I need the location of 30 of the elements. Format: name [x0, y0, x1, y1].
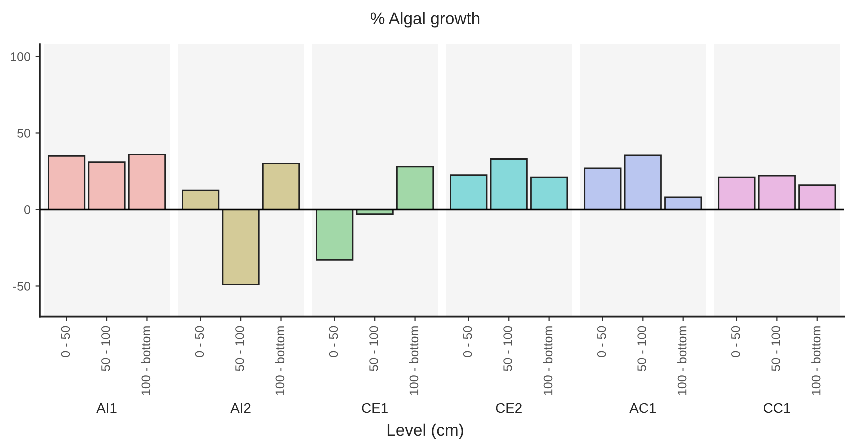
text: 50 - 100: [236, 326, 244, 372]
x-tick-label: CC1: [764, 403, 790, 414]
text: 0 - 50: [195, 326, 204, 358]
text: 0 - 50: [597, 326, 606, 358]
text: 0 - 50: [463, 326, 472, 358]
x-axis-title: Level (cm): [388, 424, 464, 440]
y-tick-label: -50: [13, 282, 30, 291]
text: 50 - 100: [370, 326, 378, 372]
text: 100 - bottom: [543, 326, 553, 396]
y-tick-label: 50: [18, 129, 30, 138]
text: 100 - bottom: [812, 326, 821, 396]
text: 0 - 50: [731, 326, 740, 358]
x-tick-label: CE1: [362, 403, 388, 414]
x-tick-label: AC1: [630, 403, 656, 414]
text: 100 - bottom: [275, 326, 285, 396]
text: 100 - bottom: [409, 326, 419, 396]
y-tick-label: 0: [24, 206, 30, 214]
text: 50 - 100: [102, 326, 110, 372]
chart-title: % Algal growth: [370, 12, 480, 28]
text: 0 - 50: [329, 326, 338, 358]
x-tick-label: AI1: [96, 403, 117, 414]
text: 100 - bottom: [678, 326, 687, 396]
text: 0 - 50: [61, 326, 70, 358]
text: 50 - 100: [504, 326, 512, 372]
x-tick-label: CE2: [496, 403, 522, 414]
text: 50 - 100: [772, 326, 781, 372]
text: 100 - bottom: [141, 326, 151, 396]
y-tick-label: 100: [11, 52, 30, 62]
text: 50 - 100: [638, 326, 646, 372]
x-tick-label: AI2: [230, 403, 251, 414]
